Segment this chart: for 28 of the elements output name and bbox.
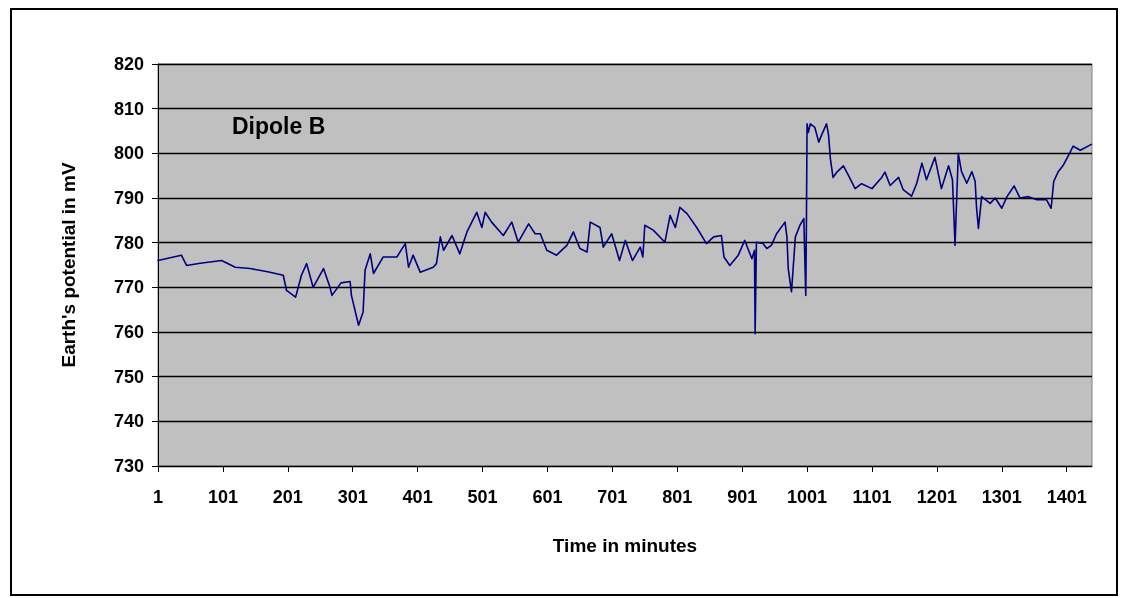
- x-tick-label: 1: [152, 487, 164, 507]
- x-tick-label: 801: [662, 487, 693, 507]
- y-tick-label: 740: [113, 411, 144, 432]
- y-tick-label: 790: [113, 188, 144, 208]
- y-axis-title: Earth's potential in mV: [58, 162, 79, 368]
- y-tick-label: 800: [113, 143, 144, 164]
- x-tick-label: 1401: [1046, 487, 1087, 507]
- y-tick-label: 820: [113, 54, 144, 74]
- annotation: Dipole B: [232, 112, 326, 139]
- x-tick-label: 1101: [852, 487, 892, 507]
- y-tick-label: 780: [113, 232, 144, 253]
- y-tick-label: 750: [113, 366, 144, 387]
- x-tick-label: 601: [532, 487, 563, 507]
- x-tick-label: 1301: [981, 487, 1022, 507]
- y-tick-label: 730: [113, 456, 144, 476]
- x-tick-label: 101: [207, 487, 238, 507]
- y-tick-label: 770: [113, 277, 144, 298]
- x-tick-label: 301: [337, 487, 368, 507]
- x-tick-label: 701: [597, 487, 628, 507]
- x-axis-title: Time in minutes: [552, 535, 698, 556]
- x-tick-label: 901: [727, 487, 758, 507]
- x-tick-label: 501: [467, 487, 498, 507]
- x-tick-label: 1001: [787, 487, 828, 507]
- y-tick-label: 760: [113, 322, 144, 342]
- y-tick-label: 810: [113, 98, 144, 119]
- x-tick-label: 401: [402, 487, 433, 507]
- x-tick-label: 201: [272, 487, 303, 507]
- x-tick-label: 1201: [916, 487, 957, 507]
